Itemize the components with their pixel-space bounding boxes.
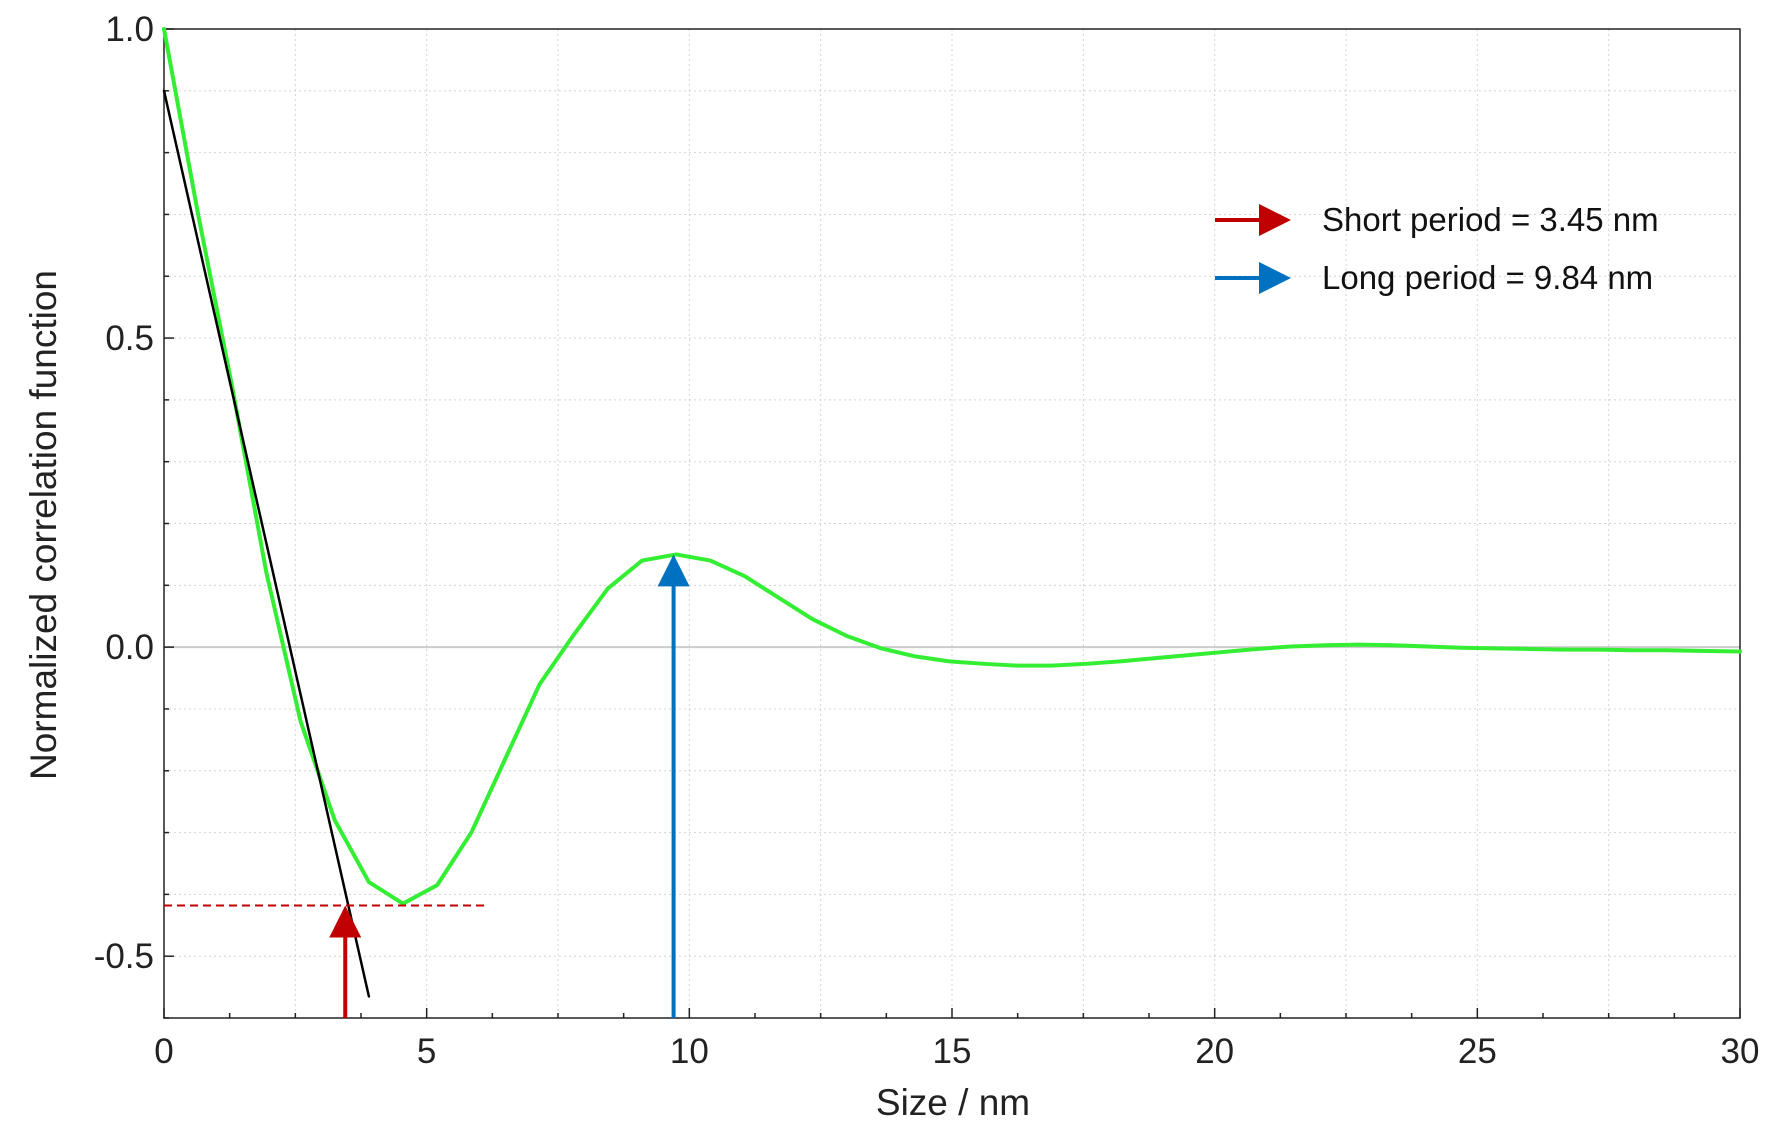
y-tick-label: -0.5 [94,937,154,976]
legend-label: Short period = 3.45 nm [1322,201,1659,238]
x-tick-label: 20 [1195,1032,1234,1071]
grid [164,28,1740,1018]
y-axis-title: Normalized correlation function [23,270,64,780]
legend-label: Long period = 9.84 nm [1322,259,1653,296]
x-tick-label: 5 [417,1032,436,1071]
annotations [164,554,690,1018]
y-tick-label: 0.0 [105,628,154,667]
correlation-curve [162,27,1742,906]
y-tick-label: 0.5 [105,319,154,358]
x-axis-title: Size / nm [876,1082,1030,1123]
legend: Short period = 3.45 nm Long period = 9.84… [1215,201,1659,296]
x-tick-label: 15 [933,1032,972,1071]
x-tick-label: 25 [1458,1032,1497,1071]
axes: 0 5 10 15 20 25 30 -0.5 0.0 0.5 1.0 [94,10,1760,1071]
x-tick-label: 10 [670,1032,709,1071]
x-tick-label: 30 [1721,1032,1760,1071]
x-tick-label: 0 [154,1032,173,1071]
tangent-line [162,89,371,998]
series-layer [162,27,1742,998]
y-tick-label: 1.0 [105,10,154,49]
